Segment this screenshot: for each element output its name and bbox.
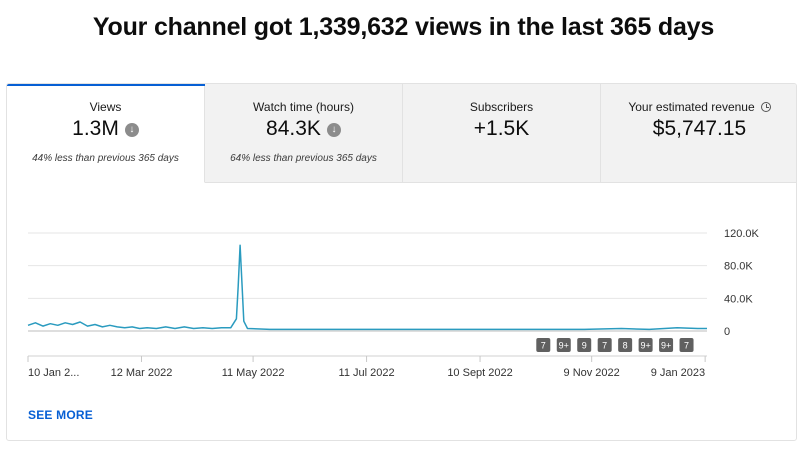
- event-badge-label: 9+: [661, 341, 671, 351]
- tab-value-row: +1.5K: [403, 117, 600, 141]
- y-tick-label: 120.0K: [724, 228, 760, 240]
- tab-revenue[interactable]: Your estimated revenue $5,747.15: [601, 84, 796, 183]
- tab-value: +1.5K: [473, 117, 530, 140]
- x-tick-label: 11 Jul 2022: [339, 367, 395, 379]
- tab-watch-time[interactable]: Watch time (hours) 84.3K ↓ 64% less than …: [205, 84, 403, 183]
- see-more-link[interactable]: SEE MORE: [28, 408, 93, 422]
- event-badge[interactable]: [597, 338, 612, 352]
- y-tick-label: 80.0K: [724, 261, 753, 273]
- event-badge[interactable]: [577, 338, 592, 352]
- metric-tabs: Views 1.3M ↓ 44% less than previous 365 d…: [7, 84, 796, 183]
- tab-label: Subscribers: [469, 100, 534, 114]
- x-tick-label: 9 Jan 2023: [651, 367, 705, 379]
- tab-value: 84.3K: [266, 117, 321, 140]
- event-badge-label: 7: [602, 341, 607, 351]
- x-tick-label: 10 Sept 2022: [447, 367, 512, 379]
- x-tick-label: 12 Mar 2022: [111, 367, 173, 379]
- event-badge-label: 8: [623, 341, 628, 351]
- tab-value: 1.3M: [72, 117, 119, 140]
- analytics-card: Views 1.3M ↓ 44% less than previous 365 d…: [6, 83, 797, 441]
- views-series-line: [27, 244, 707, 331]
- event-badge-label: 7: [684, 341, 689, 351]
- x-tick-label: 9 Nov 2022: [564, 367, 620, 379]
- tab-label: Views: [89, 100, 122, 114]
- arrow-down-circle-icon: ↓: [124, 123, 139, 137]
- event-badge[interactable]: [556, 338, 571, 352]
- tab-value-row: $5,747.15: [601, 117, 796, 141]
- arrow-down-circle-icon: ↓: [326, 123, 341, 137]
- event-badge[interactable]: [659, 338, 674, 352]
- tab-value-row: 84.3K ↓: [205, 117, 402, 141]
- y-tick-label: 0: [724, 326, 730, 338]
- tab-label: Your estimated revenue: [628, 100, 755, 114]
- event-badge[interactable]: [679, 338, 694, 352]
- tab-note: 44% less than previous 365 days: [32, 153, 179, 164]
- clock-icon[interactable]: [760, 102, 771, 112]
- tab-label-row: Your estimated revenue: [601, 100, 796, 114]
- tab-views[interactable]: Views 1.3M ↓ 44% less than previous 365 d…: [7, 84, 205, 183]
- tab-value: $5,747.15: [652, 117, 747, 140]
- event-badge-label: 9: [582, 341, 587, 351]
- event-badge-label: 9+: [559, 341, 569, 351]
- event-badge[interactable]: [638, 338, 653, 352]
- event-badge[interactable]: [618, 338, 633, 352]
- tab-note: 64% less than previous 365 days: [230, 153, 377, 164]
- tab-label: Watch time (hours): [253, 100, 354, 114]
- tab-value-row: 1.3M ↓: [7, 117, 204, 141]
- views-line-chart: 120.0K 80.0K 40.0K 0 10 Jan 2... 12 Mar 2022 1…: [27, 228, 760, 379]
- event-badge-label: 7: [541, 341, 546, 351]
- event-badge[interactable]: [536, 338, 551, 352]
- x-tick-label: 11 May 2022: [222, 367, 285, 379]
- y-tick-label: 40.0K: [724, 293, 753, 305]
- event-badge-label: 9+: [640, 341, 650, 351]
- x-tick-label: 10 Jan 2...: [28, 367, 79, 379]
- tab-subscribers[interactable]: Subscribers +1.5K: [403, 84, 601, 183]
- page-headline: Your channel got 1,339,632 views in the …: [92, 13, 715, 41]
